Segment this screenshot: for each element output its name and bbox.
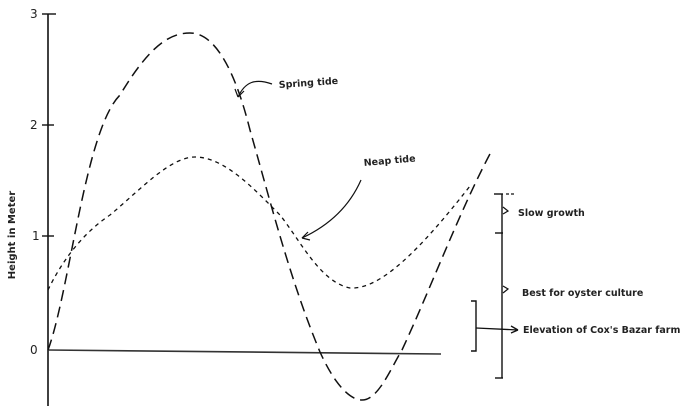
y-tick-label-1: 1 [32, 229, 40, 243]
neap-tide-curve [47, 156, 471, 291]
farm-elevation-label: Elevation of Cox's Bazar farm [523, 325, 680, 336]
spring-tide-arrow [237, 80, 273, 98]
farm-arrowhead-icon [510, 325, 519, 334]
spring-tide-label: Spring tide [278, 76, 338, 91]
y-tick-label-3: 3 [30, 7, 38, 21]
best-culture-notch-icon [502, 285, 510, 294]
neap-tide-arrowhead-icon [301, 231, 311, 241]
farm-elevation-arrow [475, 327, 519, 331]
spring-tide-arrowhead-icon [234, 88, 245, 98]
farm-elevation-bracket [471, 300, 477, 352]
y-tick-label-2: 2 [30, 118, 38, 132]
neap-tide-arrow [301, 179, 362, 239]
y-axis-label: Height in Meter [7, 191, 18, 279]
spring-tide-curve [47, 32, 492, 401]
slow-growth-label: Slow growth [518, 208, 585, 219]
best-oyster-culture-label: Best for oyster culture [522, 288, 643, 299]
neap-tide-label: Neap tide [363, 154, 416, 169]
slow-growth-notch-icon [502, 206, 510, 215]
y-tick-label-0: 0 [30, 343, 38, 357]
zero-baseline [47, 349, 442, 355]
